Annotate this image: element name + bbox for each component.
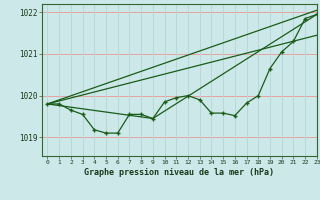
X-axis label: Graphe pression niveau de la mer (hPa): Graphe pression niveau de la mer (hPa) — [84, 168, 274, 177]
